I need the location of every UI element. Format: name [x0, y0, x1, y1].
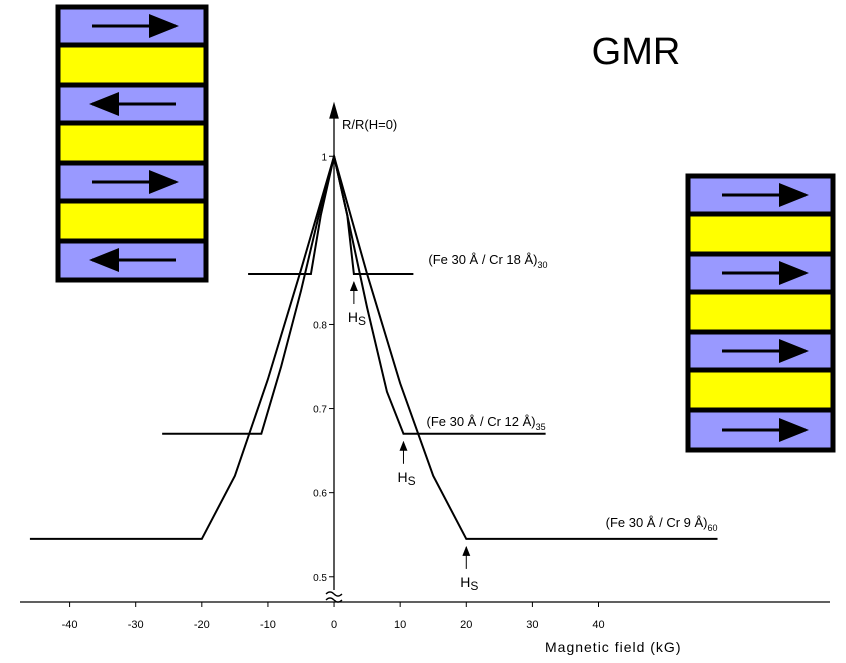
series-label-name: (Fe 30 Å / Cr 18 Å): [428, 252, 537, 267]
x-tick-label: 10: [394, 619, 406, 631]
y-axis-label: R/R(H=0): [342, 117, 397, 132]
saturation-label: HS: [397, 469, 415, 488]
x-tick-label: 20: [460, 619, 472, 631]
y-tick-label: 0.5: [313, 573, 327, 584]
series-label: (Fe 30 Å / Cr 12 Å)35: [427, 414, 546, 432]
y-tick-label: 0.7: [313, 405, 327, 416]
x-tick-label: -10: [260, 619, 276, 631]
chart: GMR R/R(H=0) Magnetic field (kG) -40 -30 -…: [0, 0, 846, 663]
saturation-label: HS: [460, 574, 478, 593]
x-tick-label: 40: [592, 619, 604, 631]
series-label-name: (Fe 30 Å / Cr 9 Å): [606, 515, 708, 530]
series-label-name: (Fe 30 Å / Cr 12 Å): [427, 414, 536, 429]
x-tick-label: -30: [128, 619, 144, 631]
saturation-label-text: H: [348, 309, 358, 325]
series-label: (Fe 30 Å / Cr 9 Å)60: [606, 515, 718, 533]
saturation-label-sub: S: [358, 314, 366, 328]
saturation-label-text: H: [460, 574, 470, 590]
series-label-subscript: 35: [536, 422, 546, 432]
saturation-label: HS: [348, 309, 366, 328]
series-label-subscript: 30: [537, 260, 547, 270]
layer-stack-antiparallel: [58, 7, 206, 280]
chart-title: GMR: [592, 31, 681, 73]
y-tick-label: 0.8: [313, 320, 327, 331]
x-tick-label: -20: [194, 619, 210, 631]
series-label: (Fe 30 Å / Cr 18 Å)30: [428, 252, 547, 270]
x-axis-label: Magnetic field (kG): [545, 639, 681, 655]
saturation-label-sub: S: [470, 579, 478, 593]
y-tick-label: 0.6: [313, 489, 327, 500]
x-tick-label: 30: [526, 619, 538, 631]
saturation-label-text: H: [397, 469, 407, 485]
series-label-subscript: 60: [708, 523, 718, 533]
x-tick-label: -40: [62, 619, 78, 631]
layer-stack-parallel: [688, 176, 833, 450]
x-tick-label: 0: [331, 619, 337, 631]
y-tick-label: 1: [321, 152, 327, 163]
saturation-label-sub: S: [408, 474, 416, 488]
series-line: [248, 156, 413, 274]
